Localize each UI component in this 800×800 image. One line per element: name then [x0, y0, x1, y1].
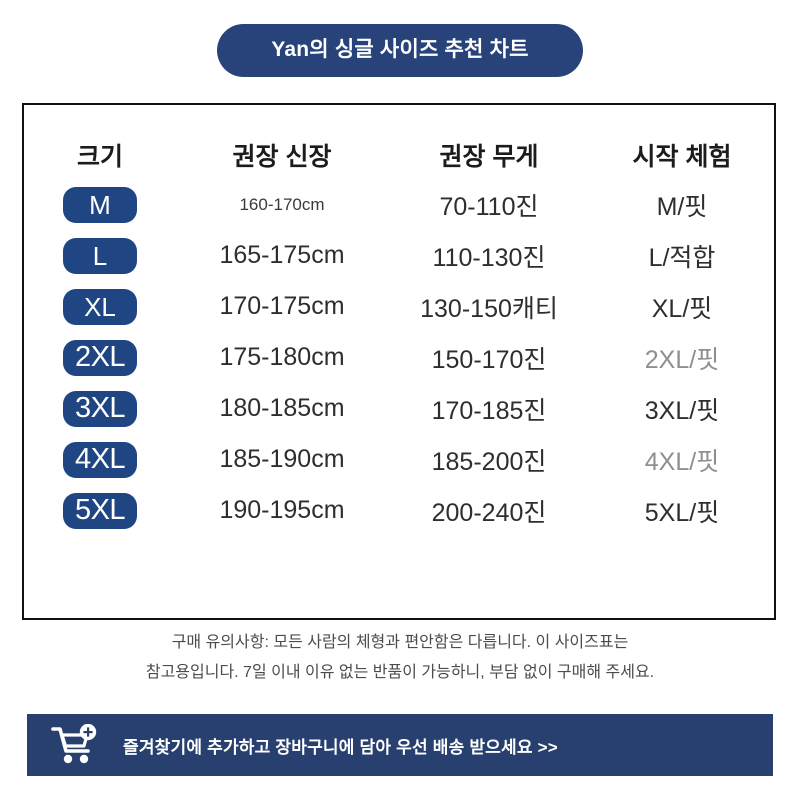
- column-header-size: 크기: [76, 143, 123, 171]
- fit-value: 3XL/핏: [644, 396, 720, 425]
- table-row: L 165-175cm 110-130진 L/적합: [24, 230, 774, 281]
- size-chart-table: 크기 권장 신장 권장 무게 시작 체험 M 160-170cm 70-110진…: [22, 103, 776, 620]
- add-to-cart-label: 즐겨찾기에 추가하고 장바구니에 담아 우선 배송 받으세요 >>: [123, 737, 558, 757]
- size-badge: L: [63, 237, 137, 274]
- weight-value: 150-170진: [431, 345, 547, 374]
- size-badge: M: [63, 186, 137, 223]
- table-row: 3XL 180-185cm 170-185진 3XL/핏: [24, 383, 774, 434]
- title-bar: Yan의 싱글 사이즈 추천 차트: [0, 24, 800, 78]
- table-row: XL 170-175cm 130-150캐티 XL/핏: [24, 281, 774, 332]
- page-title: Yan의 싱글 사이즈 추천 차트: [217, 24, 583, 78]
- fit-value: 5XL/핏: [644, 498, 720, 527]
- height-value: 165-175cm: [219, 241, 345, 269]
- fit-value: 4XL/핏: [644, 447, 720, 476]
- height-value: 190-195cm: [219, 496, 345, 524]
- column-header-fit: 시작 체험: [632, 143, 732, 171]
- fit-value: 2XL/핏: [644, 345, 720, 374]
- height-value: 170-175cm: [219, 292, 345, 320]
- weight-value: 130-150캐티: [420, 294, 558, 323]
- cart-plus-icon: [27, 724, 123, 766]
- column-header-weight: 권장 무게: [439, 143, 539, 171]
- fit-value: XL/핏: [651, 294, 713, 323]
- fit-value: L/적합: [648, 243, 716, 272]
- add-to-cart-banner[interactable]: 즐겨찾기에 추가하고 장바구니에 담아 우선 배송 받으세요 >>: [27, 714, 773, 776]
- fit-value: M/핏: [656, 192, 708, 221]
- size-badge: 4XL: [63, 441, 137, 478]
- weight-value: 185-200진: [431, 447, 547, 476]
- height-value: 180-185cm: [219, 394, 345, 422]
- table-row: 4XL 185-190cm 185-200진 4XL/핏: [24, 434, 774, 485]
- height-value: 185-190cm: [219, 445, 345, 473]
- table-header-row: 크기 권장 신장 권장 무게 시작 체험: [24, 105, 774, 179]
- weight-value: 170-185진: [431, 396, 547, 425]
- table-row: 2XL 175-180cm 150-170진 2XL/핏: [24, 332, 774, 383]
- purchase-note: 구매 유의사항: 모든 사람의 체형과 편안함은 다릅니다. 이 사이즈표는 참…: [0, 628, 800, 687]
- size-badge: XL: [63, 288, 137, 325]
- purchase-note-line-2: 참고용입니다. 7일 이내 이유 없는 반품이 가능하니, 부담 없이 구매해 …: [145, 663, 655, 681]
- size-badge: 2XL: [63, 339, 137, 376]
- table-row: 5XL 190-195cm 200-240진 5XL/핏: [24, 485, 774, 536]
- size-badge: 3XL: [63, 390, 137, 427]
- table-row: M 160-170cm 70-110진 M/핏: [24, 179, 774, 230]
- height-value: 175-180cm: [219, 343, 345, 371]
- purchase-note-line-1: 구매 유의사항: 모든 사람의 체형과 편안함은 다릅니다. 이 사이즈표는: [171, 634, 629, 651]
- column-header-height: 권장 신장: [232, 143, 332, 171]
- weight-value: 70-110진: [439, 192, 539, 221]
- weight-value: 200-240진: [431, 498, 547, 527]
- height-value: 160-170cm: [239, 194, 325, 214]
- weight-value: 110-130진: [432, 243, 546, 272]
- size-badge: 5XL: [63, 492, 137, 529]
